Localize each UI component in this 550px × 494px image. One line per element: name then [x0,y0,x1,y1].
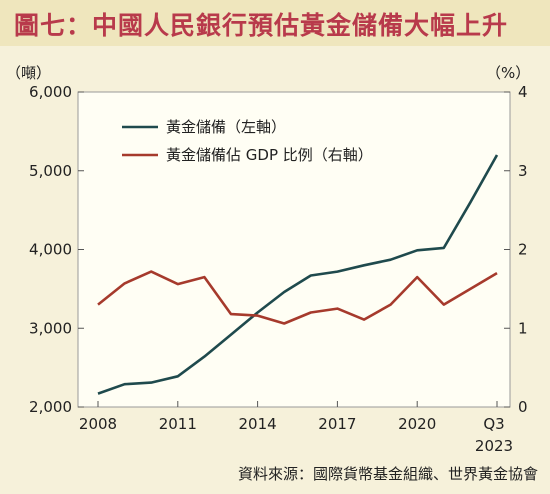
x-tick-label: 2008 [79,415,117,433]
x-axis: 2008 2011 2014 2017 2020 Q3 2023 [79,401,513,455]
y-left-axis: 2,000 3,000 4,000 5,000 6,000 [29,83,84,416]
series-line-gold-gdp-ratio [97,270,498,325]
y-left-unit-label: （噸） [6,64,51,82]
y-left-tick-label: 6,000 [29,83,72,101]
legend-label: 黃金儲備（左軸） [166,118,286,136]
y-right-tick-label: 0 [518,398,528,416]
y-right-axis: 0 1 2 3 4 [504,83,528,416]
plot-area [77,91,511,408]
x-tick-label: 2017 [318,415,356,433]
y-right-unit-label: （%） [486,64,530,82]
y-right-tick-label: 3 [518,162,528,180]
y-right-tick-label: 4 [518,83,528,101]
x-tick-label: 2020 [398,415,436,433]
y-right-tick-label: 1 [518,319,528,337]
y-right-tick-label: 2 [518,241,528,259]
y-left-tick-label: 5,000 [29,162,72,180]
series-lines [97,154,499,395]
x-tick-label: Q3 [483,415,504,433]
legend-label: 黃金儲備佔 GDP 比例（右軸） [166,146,373,164]
legend: 黃金儲備（左軸） 黃金儲備佔 GDP 比例（右軸） [122,118,373,164]
source-note: 資料來源：國際貨幣基金組織、世界黃金協會 [237,465,538,483]
x-tick-label: 2023 [475,437,513,455]
y-left-tick-label: 3,000 [29,319,72,337]
series-line-gold-reserve [97,154,499,395]
y-left-tick-label: 2,000 [29,398,72,416]
chart-title: 圖七：中國人民銀行預估黃金儲備大幅上升 [14,11,509,40]
y-left-tick-label: 4,000 [29,241,72,259]
x-tick-label: 2011 [159,415,197,433]
x-tick-label: 2014 [239,415,277,433]
title-bar: 圖七：中國人民銀行預估黃金儲備大幅上升 [0,0,550,46]
